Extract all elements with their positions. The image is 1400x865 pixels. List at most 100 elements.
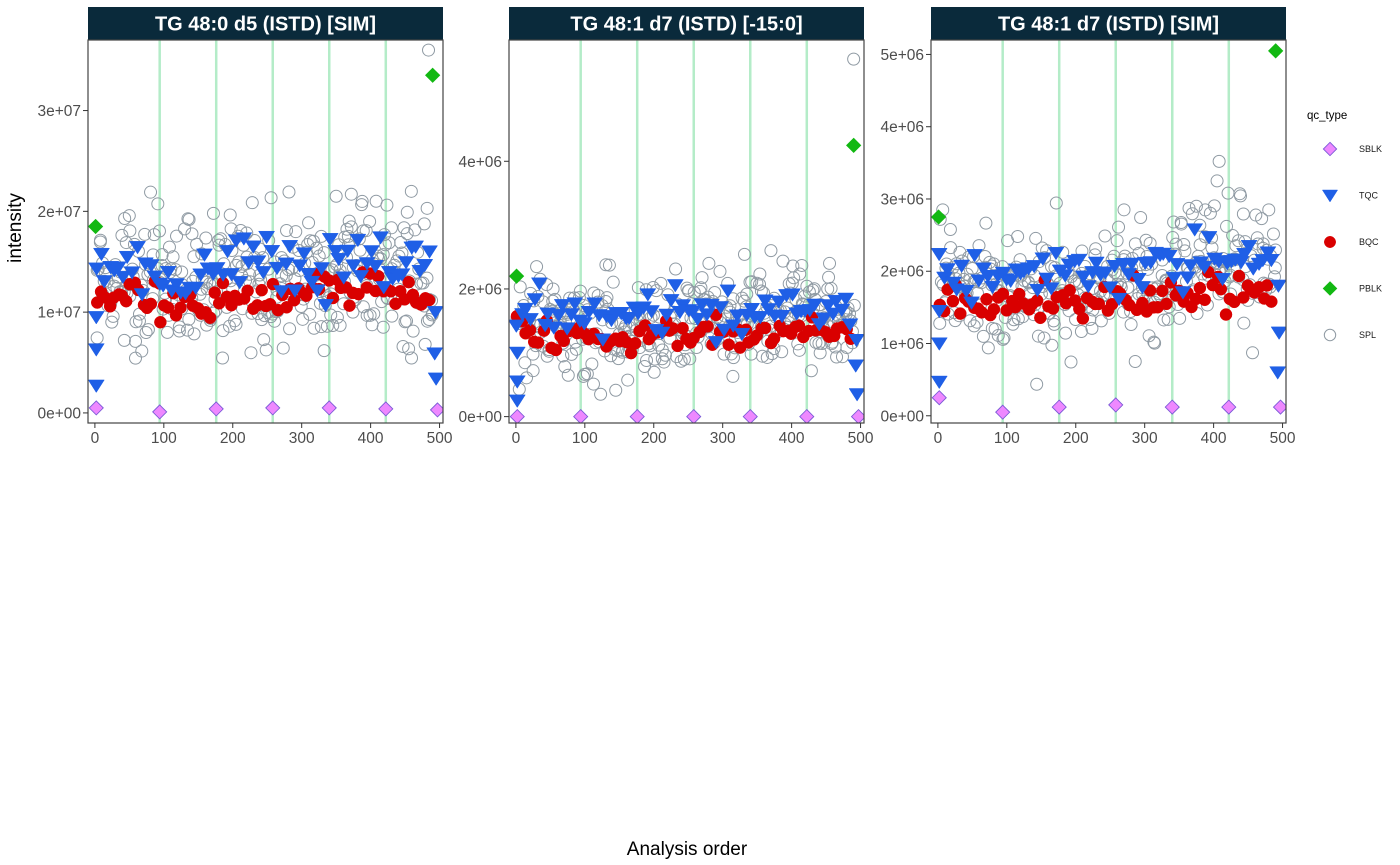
data-point-tqc <box>707 336 725 350</box>
legend-label: PBLK <box>1359 284 1382 294</box>
data-point-tqc <box>1142 256 1160 270</box>
x-tick-label: 300 <box>289 430 315 447</box>
data-point-spl <box>585 357 599 371</box>
data-point-tqc <box>427 372 443 386</box>
facet-title: TG 48:1 d7 (ISTD) [SIM] <box>998 14 1219 36</box>
data-point-tqc <box>249 255 267 269</box>
facet-panel: TG 48:0 d5 (ISTD) [SIM] 0 100 200 300 400 500 0… <box>37 7 453 447</box>
data-point-spl <box>342 214 356 228</box>
data-point-tqc <box>317 299 335 313</box>
data-point-tqc <box>187 281 205 296</box>
facet-title: TG 48:1 d7 (ISTD) [-15:0] <box>570 14 802 36</box>
data-point-tqc <box>1074 270 1092 284</box>
data-point-tqc <box>509 375 526 389</box>
data-point-tqc <box>931 337 948 351</box>
data-point-tqc <box>575 317 593 331</box>
legend-label: SBLK <box>1359 144 1382 154</box>
data-point-tqc <box>558 322 576 336</box>
legend-key-pblk <box>1322 281 1338 296</box>
x-tick-label: 0 <box>512 430 521 447</box>
data-point-spl <box>997 331 1011 345</box>
data-point-bqc <box>1063 284 1076 297</box>
data-point-sblk <box>629 408 645 423</box>
data-point-tqc <box>223 268 240 282</box>
data-point-spl <box>1266 227 1280 241</box>
data-point-spl <box>376 320 390 334</box>
data-point-spl <box>737 247 751 261</box>
data-point-spl <box>118 212 132 226</box>
data-point-spl <box>122 209 136 223</box>
data-point-tqc <box>773 310 791 324</box>
data-point-spl <box>812 336 826 350</box>
data-point-spl <box>683 352 697 366</box>
data-point-bqc <box>1076 312 1090 325</box>
data-point-spl <box>212 233 226 247</box>
data-point-spl <box>1207 199 1221 213</box>
data-point-tqc <box>837 292 855 307</box>
y-tick-label: 2e+06 <box>880 264 924 281</box>
data-point-spl <box>1178 244 1192 258</box>
data-point-tqc <box>1029 283 1046 298</box>
data-point-bqc <box>371 269 385 283</box>
data-point-tqc <box>1259 246 1277 260</box>
x-tick-label: 400 <box>779 430 805 447</box>
data-point-spl <box>657 355 671 369</box>
data-point-pblk <box>425 67 441 83</box>
data-point-spl <box>129 351 143 365</box>
data-point-tqc <box>335 271 353 285</box>
data-point-tqc <box>516 302 534 317</box>
data-point-tqc <box>1240 240 1258 254</box>
data-point-spl <box>1246 346 1260 360</box>
data-point-spl <box>405 351 419 365</box>
data-point-spl <box>416 276 430 290</box>
facet-panel: TG 48:1 d7 (ISTD) [SIM] 0 100 200 300 400 500 0… <box>880 7 1296 447</box>
data-point-tqc <box>1038 272 1056 286</box>
data-point-spl <box>105 315 119 329</box>
data-point-tqc <box>1174 286 1192 300</box>
data-point-spl <box>115 228 129 242</box>
data-point-spl <box>160 325 174 339</box>
panel-border <box>87 39 444 424</box>
data-point-tqc <box>545 321 563 335</box>
data-point-spl <box>835 350 849 364</box>
data-point-spl <box>1166 231 1180 245</box>
y-tick-label: 0e+00 <box>880 408 924 425</box>
data-point-pblk <box>88 218 104 235</box>
data-point-tqc <box>1214 272 1232 287</box>
data-point-sblk <box>1164 399 1180 415</box>
data-point-tqc <box>1270 326 1286 340</box>
data-point-spl <box>1203 206 1217 220</box>
data-point-spl <box>1148 336 1162 350</box>
data-point-tqc <box>129 241 147 255</box>
data-point-tqc <box>327 245 345 259</box>
data-point-spl <box>1049 196 1063 210</box>
data-point-spl <box>420 271 434 285</box>
data-point-sblk <box>995 404 1011 420</box>
data-point-spl <box>402 342 416 356</box>
data-point-sblk <box>742 408 758 423</box>
data-point-spl <box>359 224 373 238</box>
data-point-spl <box>804 364 818 378</box>
data-point-spl <box>396 339 410 353</box>
data-point-spl <box>1268 261 1282 275</box>
data-point-tqc <box>1096 266 1114 280</box>
data-point-spl <box>677 352 691 366</box>
data-point-spl <box>420 201 434 215</box>
data-point-tqc <box>743 303 761 317</box>
data-point-tqc <box>550 309 568 323</box>
data-point-spl <box>1139 233 1153 247</box>
data-point-tqc <box>1160 250 1178 264</box>
data-point-spl <box>296 312 310 326</box>
legend-item-tqc: TQC <box>1321 189 1378 203</box>
y-tick-label: 4e+06 <box>880 119 924 136</box>
data-point-tqc <box>594 333 612 347</box>
data-point-tqc <box>196 248 213 262</box>
data-point-tqc <box>522 313 539 327</box>
data-point-spl <box>392 249 406 263</box>
data-point-bqc <box>208 286 221 299</box>
data-point-bqc <box>722 338 735 351</box>
data-point-sblk <box>850 408 864 423</box>
data-point-spl <box>967 319 981 333</box>
data-point-tqc <box>770 295 788 309</box>
data-point-spl <box>324 308 338 322</box>
